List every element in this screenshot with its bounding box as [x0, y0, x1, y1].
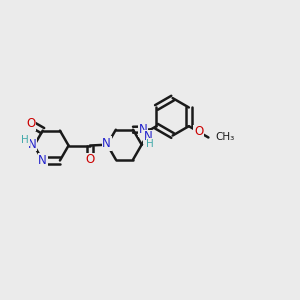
- Text: O: O: [85, 153, 94, 166]
- Text: O: O: [194, 125, 203, 138]
- Text: N: N: [102, 137, 111, 150]
- Text: O: O: [26, 117, 35, 130]
- Text: N: N: [38, 154, 47, 167]
- Text: N: N: [28, 138, 37, 151]
- Text: N: N: [139, 123, 147, 136]
- Text: N: N: [144, 130, 152, 143]
- Text: H: H: [21, 135, 29, 145]
- Text: CH₃: CH₃: [215, 133, 234, 142]
- Text: H: H: [146, 139, 154, 149]
